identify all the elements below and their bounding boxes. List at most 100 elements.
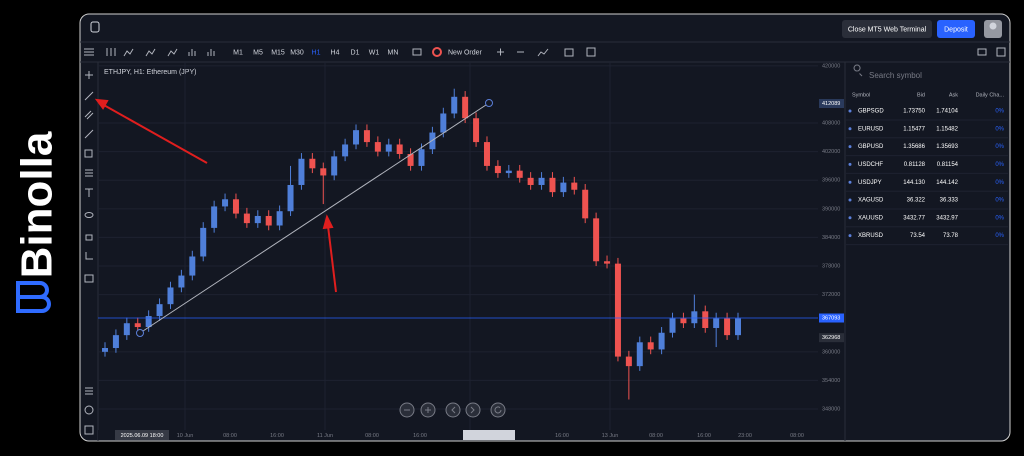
close-button[interactable] [842, 20, 932, 38]
cell[interactable]: GBPSGD [858, 109, 884, 115]
symbol-dot [848, 145, 852, 149]
candle-body [669, 318, 676, 333]
price-label-bg [819, 99, 844, 109]
column-header: Daily Cha... [976, 92, 1005, 98]
x-tick-label: 08:00 [649, 433, 663, 439]
left-tools[interactable] [84, 48, 94, 435]
timeframe-button[interactable]: M15 [271, 49, 285, 56]
new-order-icon[interactable] [432, 47, 442, 57]
search-input[interactable]: Search symbol [869, 71, 922, 80]
close-button-label[interactable]: Close MT5 Web Terminal [848, 26, 927, 33]
timeframe-button[interactable]: M30 [290, 49, 304, 56]
new-order-button[interactable]: New Order [448, 49, 483, 56]
x-tick-label: 2025.06.09 18:00 [121, 433, 164, 439]
symbol-dot [848, 234, 852, 238]
cell: 36.333 [940, 198, 959, 204]
cell[interactable]: XAGUSD [858, 198, 884, 204]
symbol-dot [848, 180, 852, 184]
trend-handle[interactable] [485, 99, 493, 107]
y-tick-label: 348000 [822, 406, 840, 412]
x-tick-label: 16:00 [697, 433, 711, 439]
cell[interactable]: EURUSD [858, 126, 884, 132]
candle-body [734, 318, 742, 336]
cell[interactable]: USDCHF [858, 162, 883, 168]
trend-handle[interactable] [136, 329, 144, 337]
y-tick-label: 402000 [822, 149, 840, 155]
cell[interactable]: XAUUSD [858, 215, 884, 221]
candle-body [473, 118, 480, 143]
candle-body [440, 113, 447, 133]
annotation-arrows [94, 98, 337, 293]
x-tick-label: 08:00 [790, 433, 804, 439]
timeframe-button[interactable]: MN [388, 49, 399, 56]
candle-body [614, 263, 621, 357]
cell: 1.35686 [903, 144, 925, 150]
cell[interactable]: XBRUSD [858, 233, 884, 239]
symbol-dot [848, 127, 852, 131]
candle-body [189, 256, 196, 276]
candle-body [494, 165, 501, 174]
cell: 0% [995, 144, 1004, 150]
cell: 0% [995, 162, 1004, 168]
range-highlight [463, 430, 515, 440]
y-tick-label: 354000 [822, 378, 840, 384]
price-label-bg [819, 333, 844, 343]
cell[interactable]: GBPUSD [858, 144, 884, 150]
symbol-dot [848, 198, 852, 202]
timeframe-button[interactable]: D1 [351, 49, 360, 56]
chart-title: ETHJPY, H1: Ethereum (JPY) [104, 69, 196, 76]
cell[interactable]: USDJPY [858, 180, 882, 186]
x-tick-label: 16:00 [413, 433, 427, 439]
timeframe-button[interactable]: M1 [233, 49, 243, 56]
timeframe-button[interactable]: H4 [331, 49, 340, 56]
candle-body [582, 189, 589, 219]
column-header: Symbol [852, 92, 870, 98]
deposit-button[interactable] [937, 20, 975, 38]
symbol-dot [848, 109, 852, 113]
candle-body [243, 213, 250, 224]
candle-body [254, 215, 261, 224]
candle-body [724, 318, 731, 336]
candle-body [429, 132, 436, 150]
candle-body [451, 96, 458, 114]
deposit-button-label[interactable]: Deposit [944, 26, 968, 33]
candle-body [363, 130, 370, 143]
timeframe-button[interactable]: W1 [369, 49, 380, 56]
column-header: Bid [917, 92, 925, 98]
y-tick-label: 384000 [822, 235, 840, 241]
cell: 0% [995, 215, 1004, 221]
cell: 73.54 [910, 233, 926, 239]
candle-body [309, 158, 316, 169]
candle-body [167, 287, 174, 305]
cell: 144.130 [903, 180, 925, 186]
timeframe-button[interactable]: H1 [312, 49, 321, 56]
cell: 0% [995, 109, 1004, 115]
watchlist: Symbol Bid Ask Daily Cha... GBPSGD 1.73750 1.7… [846, 92, 1008, 246]
cell: 3432.97 [936, 215, 958, 221]
candle-body [211, 206, 218, 228]
timeframe-button[interactable]: M5 [253, 49, 263, 56]
candle-body [123, 323, 130, 336]
candle-body [112, 335, 119, 349]
cell: 0% [995, 198, 1004, 204]
candle-body [222, 199, 229, 207]
candle-body [287, 184, 294, 212]
symbol-dot [848, 216, 852, 220]
y-tick-label: 390000 [822, 206, 840, 212]
trend-line [139, 102, 490, 334]
y-tick-label: 360000 [822, 349, 840, 355]
cell: 1.15477 [903, 126, 925, 132]
cell: 0.81154 [937, 162, 959, 168]
brand: Binolla [13, 131, 62, 278]
toolbar-icons[interactable] [106, 47, 1006, 57]
candle-body [527, 177, 534, 185]
candle-body [232, 199, 239, 214]
price-label: 412089 [822, 101, 840, 107]
chart-nav-buttons[interactable] [399, 402, 506, 418]
x-tick-label: 11 Jun [317, 433, 333, 439]
column-header: Ask [949, 92, 958, 98]
candle-body [385, 144, 392, 152]
cell: 1.74104 [936, 109, 958, 115]
cell: 73.78 [943, 233, 959, 239]
candle-body [483, 142, 490, 166]
